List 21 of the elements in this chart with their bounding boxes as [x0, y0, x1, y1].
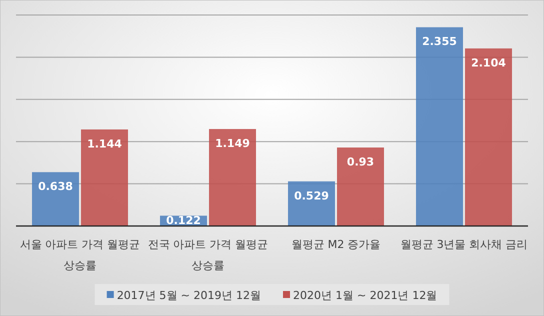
legend-label: 2020년 1월 ~ 2021년 12월 [293, 289, 438, 302]
bar [288, 181, 335, 226]
bar [337, 148, 384, 226]
data-label: 0.638 [38, 180, 73, 194]
data-label: 2.355 [422, 35, 457, 48]
bar [32, 172, 79, 226]
bar [416, 27, 463, 226]
data-label: 0.529 [294, 189, 329, 202]
data-label: 1.149 [215, 137, 250, 150]
bar [81, 129, 128, 226]
legend-label: 2017년 5월 ~ 2019년 12월 [116, 289, 261, 302]
data-label: 1.144 [87, 137, 122, 150]
data-label: 0.93 [346, 156, 374, 169]
bar [209, 129, 256, 226]
data-label: 0.122 [166, 214, 201, 227]
data-label: 2.104 [471, 56, 506, 70]
x-tick-label: 월평균 M2 증가율 [291, 238, 381, 251]
x-tick-label: 전국 아파트 가격 월평균 상승률 [148, 238, 268, 272]
x-tick-label: 월평균 3년물 회사채 금리 [400, 238, 528, 251]
bar [465, 48, 512, 226]
x-tick-label: 서울 아파트 가격 월평균 상승률 [20, 238, 140, 272]
